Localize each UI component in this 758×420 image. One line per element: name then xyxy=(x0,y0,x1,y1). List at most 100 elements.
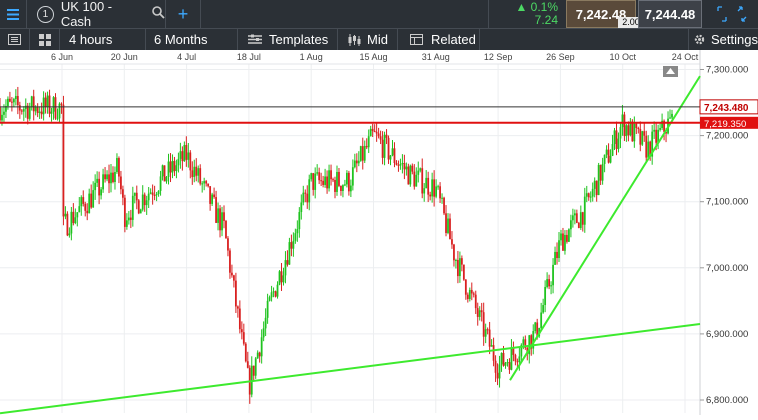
candle-body xyxy=(597,164,600,196)
candle-body xyxy=(326,176,328,189)
price-chart[interactable]: 6 Jun 20 Jun 4 Jul 18 Jul 1 Aug 15 Aug 31 Aug 1… xyxy=(0,50,758,415)
settings-button[interactable]: Settings xyxy=(688,29,758,50)
scroll-to-latest-icon xyxy=(666,68,675,74)
menu-button[interactable] xyxy=(0,0,27,28)
candle-body xyxy=(381,139,384,158)
candle-body xyxy=(169,161,172,173)
candle-body xyxy=(294,233,297,241)
candle-body xyxy=(617,138,620,149)
candle-body xyxy=(566,234,568,242)
candle-body xyxy=(225,220,227,239)
candle-body xyxy=(363,145,366,161)
add-chart-button[interactable]: + xyxy=(166,0,201,28)
candle-body xyxy=(488,329,491,347)
candle-body xyxy=(417,170,420,175)
candlestick-chart[interactable]: 6 Jun 20 Jun 4 Jul 18 Jul 1 Aug 15 Aug 31 Aug 1… xyxy=(0,50,758,415)
candle-body xyxy=(161,165,164,177)
candle-body xyxy=(1,114,3,121)
candle-body xyxy=(72,211,75,224)
spread-value: 2.00 xyxy=(618,17,644,28)
search-icon[interactable] xyxy=(152,6,165,22)
candle-body xyxy=(46,95,49,107)
candle-body xyxy=(102,174,104,190)
candle-body xyxy=(671,113,673,118)
hamburger-icon xyxy=(7,8,19,20)
candle-body xyxy=(131,195,134,220)
candle-body xyxy=(457,259,459,277)
candle-body xyxy=(516,361,519,363)
candle-body xyxy=(534,322,537,332)
candle-body xyxy=(492,345,495,361)
candle-body xyxy=(233,275,235,281)
candle-body xyxy=(645,135,648,158)
candle-body xyxy=(455,259,457,261)
related-icon xyxy=(410,34,423,45)
candle-body xyxy=(601,163,604,181)
candle-body xyxy=(470,289,473,294)
templates-button[interactable]: Templates xyxy=(238,29,338,50)
layout-button[interactable] xyxy=(30,29,60,50)
candle-body xyxy=(359,146,362,161)
candle-body xyxy=(56,118,59,120)
horizontal-gridlines xyxy=(0,69,700,401)
chart-drawings: 7,243.480 7,219.350 xyxy=(0,66,758,415)
candle-body xyxy=(419,168,422,171)
candle-body xyxy=(338,171,340,186)
candle-body xyxy=(462,264,465,280)
candle-body xyxy=(82,197,85,204)
x-tick-label: 1 Aug xyxy=(300,52,323,62)
candle-body xyxy=(627,125,630,136)
candles xyxy=(0,86,673,404)
buy-price-button[interactable]: 7,244.48 xyxy=(638,0,702,28)
related-button[interactable]: Related xyxy=(398,29,480,50)
candle-body xyxy=(159,176,162,191)
candle-body xyxy=(522,339,525,345)
candle-body xyxy=(482,312,485,337)
candle-body xyxy=(78,206,81,213)
current-price-label: 7,243.480 xyxy=(704,103,749,114)
candle-body xyxy=(510,347,513,370)
candle-body xyxy=(568,229,570,242)
candle-body xyxy=(157,190,160,195)
candle-body xyxy=(571,215,574,221)
candle-body xyxy=(22,109,25,112)
candle-body xyxy=(502,352,505,366)
expand-icon[interactable] xyxy=(712,4,752,24)
x-tick-label: 4 Jul xyxy=(177,52,196,62)
candle-body xyxy=(373,130,376,132)
candle-body xyxy=(506,362,509,364)
interval-dropdown[interactable]: 4 hours xyxy=(60,29,146,50)
candle-body xyxy=(520,344,523,357)
candle-body xyxy=(90,193,93,208)
candle-body xyxy=(653,129,656,132)
candle-body xyxy=(171,160,174,173)
candle-body xyxy=(550,285,552,287)
candle-body xyxy=(42,97,45,115)
candle-body xyxy=(599,164,602,181)
candle-body xyxy=(122,189,124,198)
candle-body xyxy=(587,193,590,198)
candle-body xyxy=(266,300,269,318)
candle-body xyxy=(530,335,533,349)
candle-body xyxy=(415,174,418,187)
candle-body xyxy=(349,185,352,192)
candle-body xyxy=(427,177,430,195)
candle-body xyxy=(425,177,428,189)
candle-body xyxy=(609,155,612,163)
templates-label: Templates xyxy=(269,32,329,47)
instrument-selector[interactable]: 1 UK 100 - Cash xyxy=(27,0,166,29)
chart-list-button[interactable] xyxy=(0,29,30,50)
candle-body xyxy=(641,131,644,145)
candle-body xyxy=(125,220,128,227)
candle-body xyxy=(375,131,378,134)
candle-body xyxy=(532,331,535,349)
candle-body xyxy=(401,163,404,165)
range-dropdown[interactable]: 6 Months xyxy=(146,29,238,50)
candle-body xyxy=(346,172,348,185)
candlestick-icon xyxy=(348,33,361,46)
x-tick-label: 10 Oct xyxy=(609,52,636,62)
short-trendline xyxy=(509,75,701,381)
price-type-dropdown[interactable]: Mid xyxy=(338,29,398,50)
candle-body xyxy=(657,129,660,143)
candle-body xyxy=(562,233,564,251)
